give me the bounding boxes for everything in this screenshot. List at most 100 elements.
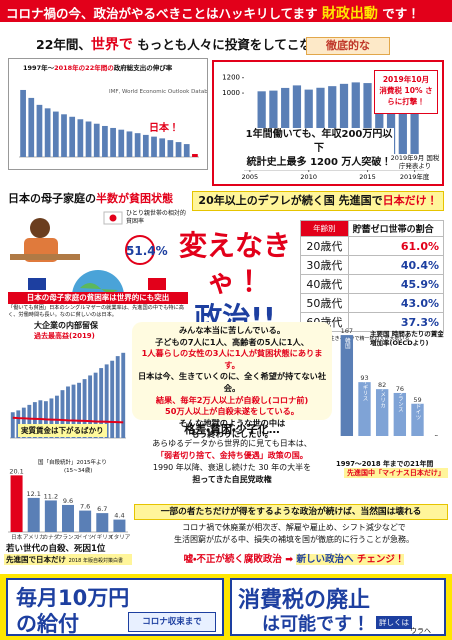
bar <box>375 389 389 436</box>
category-label: アメリカ <box>23 534 45 541</box>
rate: 51.4% <box>126 244 168 258</box>
source: IMF, World Economic Outlook Database, 20… <box>109 89 207 95</box>
bar <box>77 119 84 157</box>
text: 20年以上のデフレが続く国 <box>198 194 335 207</box>
source: 2019年9月 国税庁発表より <box>390 154 440 170</box>
note: ウラへ <box>410 627 431 635</box>
bar <box>96 513 109 532</box>
banner: 日本の母子家庭の貧困率は世界的にも突出 <box>8 292 188 304</box>
value-label: 20.1 <box>9 467 23 475</box>
y-tick-label: 1200 <box>222 74 240 82</box>
text: 2018年の22年間の <box>54 64 114 72</box>
slogan: 変えなきゃ！ 政治!! <box>160 228 310 336</box>
icon <box>30 218 50 238</box>
bar <box>175 142 182 157</box>
text: 嘘・不正が続く腐敗政治 <box>183 554 282 565</box>
text-line: 子どもの7人に1人、高齢者の5人に1人、 <box>155 336 309 347</box>
warning-text: コロナ禍で休廃業が相次ぎ、解雇や雇止め、シフト減少などで 生活困窮が広がる中、損失… <box>140 522 448 546</box>
text: 日本だけ！ <box>382 194 438 207</box>
x-tick-label: 2005 <box>242 173 259 181</box>
bar <box>79 510 92 532</box>
text: コロナ禍で休廃業が相次ぎ、解雇や雇止め、シフト減少などで <box>182 523 406 532</box>
bar <box>93 372 98 438</box>
bar <box>10 475 23 532</box>
x-tick-label: 2019年度 <box>400 172 430 181</box>
bar <box>363 83 372 170</box>
bar <box>88 375 93 438</box>
bar <box>62 504 74 532</box>
bar <box>102 125 108 157</box>
bar <box>93 123 100 157</box>
bar <box>183 144 190 157</box>
text: 日本の母子家庭の <box>8 192 96 205</box>
bar <box>126 131 133 157</box>
bar <box>49 398 54 438</box>
flag <box>109 214 117 222</box>
bar <box>192 154 198 157</box>
value-label: 6.7 <box>97 505 107 513</box>
wages: 主要国 時間あたりの賃金増加率(OECDより) 167 韓国 93 イギリス 82 アメリ… <box>334 318 448 478</box>
category-label: カナダ <box>43 533 60 541</box>
bar <box>339 83 349 170</box>
chart: 20.1 日本 12.1 アメリカ 11.2 カナダ 9.6 フランス 7.6 ドイツ 6.7 イギリ… <box>8 467 131 541</box>
bar <box>61 114 67 157</box>
inequality: 格差・貧困・少子化… あらゆるデータから世界的に見ても日本は、 「弱者切り捨て、金持… <box>132 424 332 486</box>
bar <box>115 356 120 438</box>
cell: 40.4% <box>347 255 445 275</box>
bar <box>110 127 116 157</box>
chart-title: 1997年～2018年の22年間の政府総支出の伸び率 <box>9 59 207 72</box>
demand-left: 毎月10万円 の給付 コロナ収束まで <box>6 578 224 636</box>
bar <box>36 104 43 157</box>
bar <box>20 89 26 157</box>
bar <box>167 140 174 157</box>
line <box>12 416 124 424</box>
category-label: 韓国 <box>344 336 351 350</box>
bar <box>292 85 302 170</box>
caption: 先進国中「マイナス日本だけ」 <box>344 468 448 478</box>
warning-banner: 一部の者たちだけが得をするような政治が続けば、当然国は壊れる <box>134 504 448 520</box>
value-label: 93 <box>360 374 368 382</box>
text: もっとも人々に投資をしてこなかった国 <box>137 37 362 52</box>
text-line: 1人暮らしの女性の3人に1人が貧困状態にあります。 <box>141 348 323 370</box>
category-label: イタリア <box>109 533 131 541</box>
bar <box>28 97 35 157</box>
chart-title: 大企業の内部留保 <box>34 321 98 330</box>
cell: 40歳代 <box>300 274 349 294</box>
demand-right: 消費税の廃止 は可能です！ 詳しくは ウラへ <box>230 578 446 636</box>
bar <box>411 403 424 436</box>
bar <box>410 77 419 170</box>
chart-subtitle: (15~34歳) <box>64 468 93 474</box>
bar <box>27 497 40 532</box>
title-end: です！ <box>382 6 420 21</box>
deflation-banner: 20年以上のデフレが続く国 先進国で日本だけ！ <box>192 191 444 211</box>
y-tick-label: 1000 <box>222 89 240 97</box>
text-line: 日本は今、生きていくのに、全く希望が持てない社会。 <box>137 371 327 393</box>
bar <box>44 500 57 532</box>
title-emphasis: 財政出動 <box>321 6 378 22</box>
title: 格差・貧困・少子化… <box>184 423 280 436</box>
bar <box>69 116 76 157</box>
x-tick-label: 2015 <box>359 173 376 181</box>
value-label: 4.4 <box>114 512 124 520</box>
bar <box>104 364 109 438</box>
table: 年齢別 貯蓄ゼロ世帯の割合 20歳代 61.0% 30歳代 40.4% 40歳代 45.9% 5… <box>300 220 445 332</box>
icon <box>10 254 80 260</box>
arrow: ➡ <box>285 554 294 565</box>
illustration <box>10 211 155 265</box>
bar <box>142 134 149 157</box>
single-mother: 日本の母子家庭の半数が貧困状態 ひとり親世帯の相対的貧困率 51.4% 日本の母… <box>8 190 188 320</box>
bar <box>110 360 115 438</box>
title: コロナ禍の今、政治がやるべきことはハッキリしてます <box>6 6 318 21</box>
category-label: フランス <box>57 534 79 541</box>
value-label: 12.1 <box>26 490 40 498</box>
annotation: 実質賃金は下がるばかり <box>18 424 107 437</box>
legend: ひとり親世帯の相対的貧困率 <box>126 210 186 225</box>
caption: 1997〜2018 年までの21年間 <box>336 460 434 468</box>
bar <box>55 395 59 438</box>
bar <box>27 404 32 438</box>
bar <box>10 412 15 438</box>
bar <box>52 111 59 157</box>
text: の給付 <box>16 612 79 636</box>
